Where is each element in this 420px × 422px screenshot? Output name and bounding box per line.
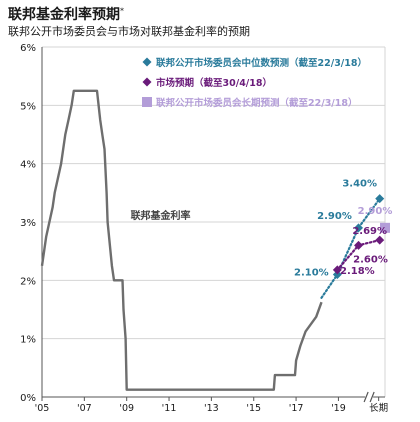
x-tick-label: '13	[204, 403, 219, 414]
y-tick-label: 3%	[20, 218, 36, 229]
fed-funds-series-label: 联邦基金利率	[131, 209, 191, 222]
x-tick-label: '15	[246, 403, 261, 414]
market-expectation-marker	[354, 240, 364, 250]
label-layer: 联邦基金利率2.10%2.90%3.40%2.18%2.60%2.69%2.90…	[131, 179, 393, 279]
page-title: 联邦基金利率预期*	[8, 4, 124, 24]
y-tick-label: 6%	[20, 43, 36, 54]
page-subtitle: 联邦公开市场委员会与市场对联邦基金利率的预期	[8, 25, 250, 38]
legend-entry-label: 联邦公开市场委员会中位数预测（截至22/3/18）	[156, 57, 367, 69]
y-tick-label: 5%	[20, 101, 36, 112]
fomc-median-data-label: 2.90%	[317, 211, 352, 222]
x-tick-label: '05	[35, 403, 50, 414]
x-tick-label: '09	[119, 403, 134, 414]
axis-break-mark	[363, 391, 369, 403]
legend-entry-label: 市场预期（截至30/4/18）	[156, 77, 272, 89]
y-tick-label: 1%	[20, 335, 36, 346]
fomc-median-marker	[354, 223, 364, 233]
fomc-median-marker	[332, 270, 342, 279]
x-tick-label: 长期	[369, 402, 388, 414]
fomc-median-data-label: 3.40%	[342, 179, 377, 190]
fomc-median-dotted-line	[320, 197, 381, 299]
grid-layer	[42, 46, 386, 397]
x-tick-label: '19	[331, 403, 346, 414]
fomc-median-data-label: 2.10%	[294, 268, 329, 279]
axis-break-mask	[365, 391, 374, 403]
market-expectation-data-label: 2.60%	[353, 254, 388, 265]
y-tick-label: 0%	[20, 393, 36, 404]
legend-entry-label: 联邦公开市场委员会长期预测（截至22/3/18）	[156, 97, 358, 109]
x-tick-label: '11	[162, 403, 177, 414]
legend-marker-diamond	[142, 77, 152, 87]
fomc-longrun-marker	[380, 222, 390, 233]
y-tick-label: 2%	[20, 276, 36, 287]
marker-layer	[332, 194, 390, 279]
title-footnote-mark: *	[120, 6, 124, 16]
x-tick-label: '17	[289, 403, 304, 414]
market-expectation-data-label: 2.18%	[340, 266, 375, 277]
legend-marker-square	[142, 97, 152, 107]
market-expectation-data-label: 2.69%	[352, 226, 387, 237]
legend-marker-diamond	[142, 57, 152, 67]
market-expectation-marker	[332, 265, 342, 275]
title-text: 联邦基金利率预期	[8, 7, 120, 23]
fomc-median-marker	[375, 194, 385, 204]
axis-layer: 0% 1% 2% 3% 4% 5% 6% '05 '07 '09 '11 '13 '15 '17 '19 长期	[20, 43, 388, 414]
series-layer	[40, 89, 381, 391]
y-tick-label: 4%	[20, 160, 36, 171]
axis-break-mark	[369, 391, 375, 403]
fed-funds-rate-line	[40, 89, 323, 391]
legend-layer: 联邦公开市场委员会中位数预测（截至22/3/18） 市场预期（截至30/4/18）…	[142, 57, 367, 109]
fomc-longrun-data-label: 2.90%	[358, 206, 393, 217]
x-tick-label: '07	[77, 403, 92, 414]
market-expectation-marker	[375, 235, 385, 245]
